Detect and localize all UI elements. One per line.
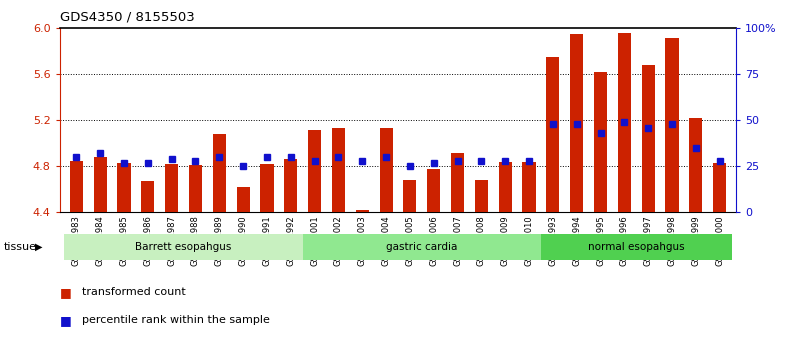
Bar xyxy=(618,33,631,212)
Text: transformed count: transformed count xyxy=(82,287,185,297)
Bar xyxy=(70,161,83,212)
Bar xyxy=(260,164,274,212)
Bar xyxy=(689,118,702,212)
Bar xyxy=(522,162,536,212)
Bar xyxy=(142,181,154,212)
Bar xyxy=(356,210,369,212)
Text: ■: ■ xyxy=(60,314,72,327)
Text: GDS4350 / 8155503: GDS4350 / 8155503 xyxy=(60,11,194,24)
Bar xyxy=(284,159,298,212)
Bar xyxy=(165,164,178,212)
Text: gastric cardia: gastric cardia xyxy=(386,242,458,252)
Bar xyxy=(380,129,392,212)
Bar xyxy=(94,157,107,212)
Bar xyxy=(189,165,202,212)
Bar xyxy=(594,72,607,212)
Text: Barrett esopahgus: Barrett esopahgus xyxy=(135,242,232,252)
Text: ▶: ▶ xyxy=(35,242,42,252)
Text: ■: ■ xyxy=(60,286,72,298)
Bar xyxy=(570,34,583,212)
Bar xyxy=(427,169,440,212)
Bar xyxy=(642,65,654,212)
Text: tissue: tissue xyxy=(4,242,37,252)
Bar xyxy=(451,153,464,212)
Bar xyxy=(64,234,302,260)
Bar xyxy=(302,234,541,260)
Bar xyxy=(475,180,488,212)
Bar xyxy=(236,187,250,212)
Bar xyxy=(308,130,321,212)
Bar xyxy=(404,180,416,212)
Bar xyxy=(665,38,678,212)
Bar xyxy=(713,163,726,212)
Bar xyxy=(498,162,512,212)
Bar xyxy=(118,163,131,212)
Bar xyxy=(332,129,345,212)
Text: normal esopahgus: normal esopahgus xyxy=(588,242,685,252)
Bar xyxy=(213,134,226,212)
Bar xyxy=(541,234,732,260)
Bar xyxy=(546,57,560,212)
Text: percentile rank within the sample: percentile rank within the sample xyxy=(82,315,270,325)
